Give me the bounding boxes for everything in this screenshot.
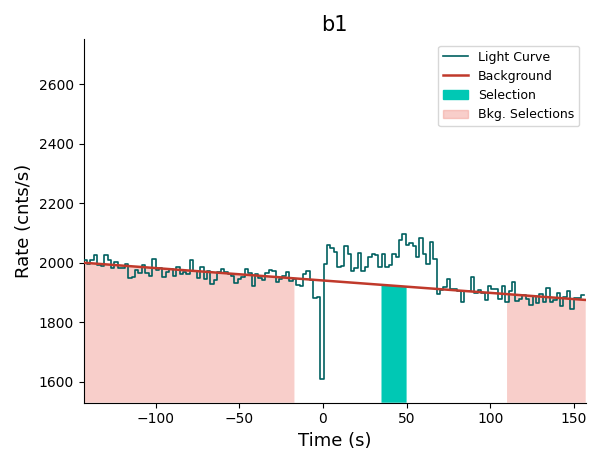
Polygon shape (507, 294, 586, 403)
Legend: Light Curve, Background, Selection, Bkg. Selections: Light Curve, Background, Selection, Bkg.… (438, 46, 579, 126)
X-axis label: Time (s): Time (s) (298, 432, 371, 450)
Y-axis label: Rate (cnts/s): Rate (cnts/s) (15, 164, 33, 278)
Polygon shape (382, 285, 406, 403)
Title: b1: b1 (321, 15, 348, 35)
Polygon shape (84, 263, 294, 403)
